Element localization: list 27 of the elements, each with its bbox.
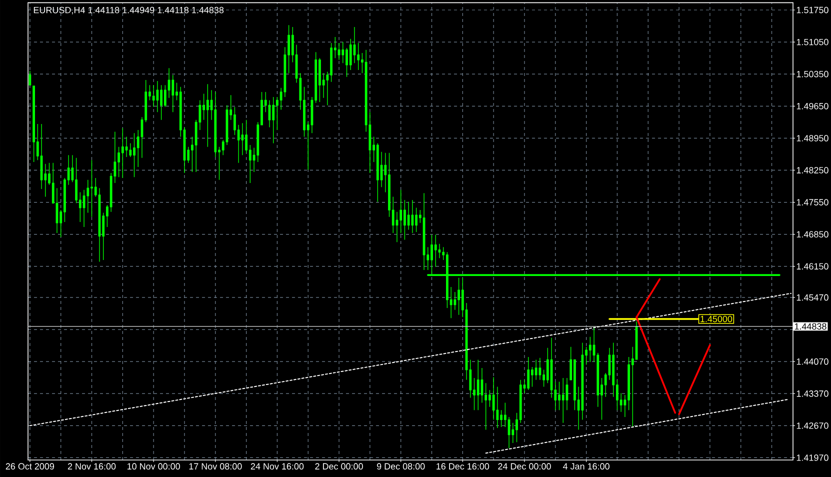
y-tick-label: 1.46150 xyxy=(796,263,828,270)
x-tick-label: 2 Nov 16:00 xyxy=(68,463,116,470)
y-tick-label: 1.44070 xyxy=(796,358,828,365)
y-tick-label: 1.48950 xyxy=(796,135,828,142)
y-tick-label: 1.42670 xyxy=(796,422,828,429)
y-tick-label: 1.41970 xyxy=(796,454,828,461)
y-tick-label: 1.49650 xyxy=(796,102,828,110)
y-tick-label: 1.51750 xyxy=(796,6,828,14)
x-tick-label: 24 Dec 00:00 xyxy=(498,463,551,470)
y-tick-label: 1.45470 xyxy=(796,294,828,301)
x-tick-label: 26 Oct 2009 xyxy=(6,463,54,470)
x-tick-label: 4 Jan 16:00 xyxy=(562,463,610,470)
chart-title: EURUSD,H4 1.44118 1.44949 1.44118 1.44838 xyxy=(34,6,224,14)
y-tick-label: 1.51050 xyxy=(796,38,828,46)
ref-line-label: 1.44838 xyxy=(794,323,826,330)
y-tick-label: 1.50350 xyxy=(796,70,828,78)
y-tick-label: 1.48250 xyxy=(796,167,828,174)
y-tick-label: 1.43370 xyxy=(796,390,828,397)
x-tick-label: 9 Dec 08:00 xyxy=(377,463,425,470)
series-label: 1.45000 xyxy=(700,316,732,322)
y-tick-label: 1.46850 xyxy=(796,231,828,238)
x-tick-label: 10 Nov 00:00 xyxy=(127,463,180,470)
x-tick-label: 2 Dec 00:00 xyxy=(315,463,363,470)
x-tick-label: 16 Dec 16:00 xyxy=(436,463,490,470)
x-tick-label: 17 Nov 08:00 xyxy=(189,463,242,470)
x-tick-label: 24 Nov 16:00 xyxy=(250,463,304,470)
y-tick-label: 1.47550 xyxy=(796,199,828,206)
